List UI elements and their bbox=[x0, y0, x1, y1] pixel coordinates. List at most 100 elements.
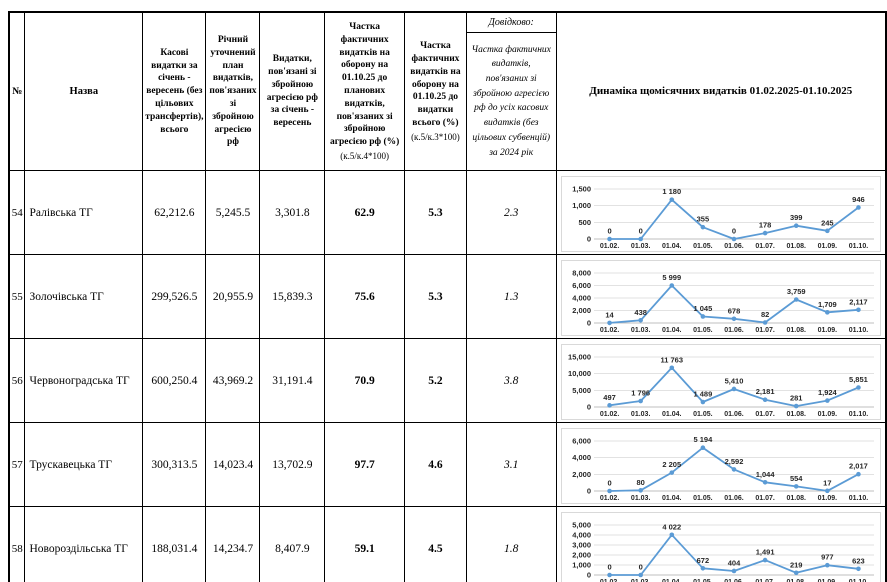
svg-text:01.08.: 01.08. bbox=[786, 495, 806, 502]
defense-expenditures-value: 8,407.9 bbox=[259, 506, 326, 582]
row-number: 56 bbox=[8, 338, 26, 424]
svg-text:01.10.: 01.10. bbox=[848, 495, 868, 502]
svg-text:1,044: 1,044 bbox=[755, 470, 775, 479]
svg-text:1 180: 1 180 bbox=[662, 187, 681, 196]
share-of-plan-value: 75.6 bbox=[324, 254, 405, 340]
hromada-name: Золочівська ТГ bbox=[24, 254, 144, 340]
svg-text:5 999: 5 999 bbox=[662, 273, 681, 282]
table-row: 58 Новороздільська ТГ 188,031.4 14,234.7… bbox=[8, 506, 887, 582]
svg-text:355: 355 bbox=[696, 215, 709, 224]
svg-text:01.03.: 01.03. bbox=[631, 411, 651, 418]
svg-text:0: 0 bbox=[587, 403, 591, 412]
table-row: 54 Ралівська ТГ 62,212.6 5,245.5 3,301.8… bbox=[8, 170, 887, 256]
svg-text:678: 678 bbox=[728, 307, 741, 316]
svg-text:01.07.: 01.07. bbox=[755, 579, 775, 582]
svg-text:4,000: 4,000 bbox=[572, 294, 591, 303]
col-header-cash-expenditures: Касові видатки за січень - вересень (без… bbox=[142, 11, 207, 172]
share-of-total-value: 4.6 bbox=[403, 422, 467, 508]
svg-text:01.08.: 01.08. bbox=[786, 327, 806, 334]
svg-text:01.05.: 01.05. bbox=[693, 495, 713, 502]
svg-text:01.07.: 01.07. bbox=[755, 327, 775, 334]
svg-text:5 194: 5 194 bbox=[693, 435, 713, 444]
svg-text:0: 0 bbox=[587, 235, 591, 244]
share-of-plan-title: Частка фактичних видатків на оборону на … bbox=[329, 21, 400, 148]
svg-text:01.06.: 01.06. bbox=[724, 243, 744, 250]
table-row: 55 Золочівська ТГ 299,526.5 20,955.9 15,… bbox=[8, 254, 887, 340]
monthly-dynamics-line-chart: 0 500 1,000 1,500 0 01.02. 0 01.03. 1 180 01.04. 3… bbox=[560, 176, 881, 253]
col-header-reference: Довідково: Частка фактичних видатків, по… bbox=[465, 11, 557, 172]
svg-text:01.06.: 01.06. bbox=[724, 495, 744, 502]
svg-text:01.08.: 01.08. bbox=[786, 411, 806, 418]
svg-text:500: 500 bbox=[578, 218, 591, 227]
table-row: 56 Червоноградська ТГ 600,250.4 43,969.2… bbox=[8, 338, 887, 424]
svg-text:5,000: 5,000 bbox=[572, 386, 591, 395]
svg-text:2,000: 2,000 bbox=[572, 470, 591, 479]
share-of-plan-value: 70.9 bbox=[324, 338, 405, 424]
hromada-name: Новороздільська ТГ bbox=[24, 506, 144, 582]
svg-text:2,117: 2,117 bbox=[849, 298, 867, 307]
monthly-dynamics-line-chart: 0 2,000 4,000 6,000 8,000 14 01.02. 438 01.03. 5 … bbox=[560, 260, 881, 337]
svg-text:3,759: 3,759 bbox=[787, 287, 806, 296]
svg-text:438: 438 bbox=[634, 308, 647, 317]
svg-text:1 489: 1 489 bbox=[693, 390, 712, 399]
svg-text:01.03.: 01.03. bbox=[631, 495, 651, 502]
svg-text:0: 0 bbox=[607, 563, 611, 572]
svg-text:01.08.: 01.08. bbox=[786, 243, 806, 250]
monthly-dynamics-line-chart: 01,0002,0003,0004,0005,000001.02.001.03.… bbox=[560, 512, 881, 582]
svg-text:1,000: 1,000 bbox=[572, 201, 591, 210]
svg-text:01.02.: 01.02. bbox=[600, 327, 620, 334]
svg-text:0: 0 bbox=[587, 487, 591, 496]
svg-text:0: 0 bbox=[607, 479, 611, 488]
svg-text:399: 399 bbox=[790, 213, 803, 222]
cash-expenditures-value: 188,031.4 bbox=[142, 506, 207, 582]
reference-share-value: 2.3 bbox=[465, 170, 557, 256]
annual-plan-value: 14,234.7 bbox=[205, 506, 261, 582]
svg-text:0: 0 bbox=[638, 563, 642, 572]
svg-text:672: 672 bbox=[696, 556, 709, 565]
svg-text:0: 0 bbox=[587, 319, 591, 328]
svg-text:5,000: 5,000 bbox=[572, 521, 591, 530]
share-of-total-value: 5.2 bbox=[403, 338, 467, 424]
share-of-plan-value: 62.9 bbox=[324, 170, 405, 256]
col-header-num: № bbox=[8, 11, 26, 172]
defense-expenditures-value: 15,839.3 bbox=[259, 254, 326, 340]
cash-expenditures-value: 62,212.6 bbox=[142, 170, 207, 256]
monthly-dynamics-line-chart: 0 2,000 4,000 6,000 0 01.02. 80 01.03. 2 205 01.0… bbox=[560, 428, 881, 505]
svg-text:1,924: 1,924 bbox=[818, 388, 838, 397]
monthly-dynamics-line-chart: 0 5,000 10,000 15,000 497 01.02. 1 796 01.03. 11… bbox=[560, 344, 881, 421]
svg-text:01.09.: 01.09. bbox=[817, 495, 837, 502]
col-header-defense-expenditures: Видатки, пов'язані зі збройною агресією … bbox=[259, 11, 326, 172]
svg-text:01.04.: 01.04. bbox=[662, 495, 682, 502]
col-header-monthly-dynamics: Динаміка щомісячних видатків 01.02.2025-… bbox=[555, 11, 887, 172]
share-of-total-formula: (к.5/к.3*100) bbox=[411, 131, 460, 142]
svg-text:2 205: 2 205 bbox=[662, 460, 681, 469]
svg-text:01.04.: 01.04. bbox=[662, 327, 682, 334]
reference-share-value: 3.8 bbox=[465, 338, 557, 424]
svg-text:623: 623 bbox=[852, 556, 865, 565]
svg-text:01.04.: 01.04. bbox=[662, 579, 682, 582]
svg-text:1,500: 1,500 bbox=[572, 185, 591, 194]
hromada-name: Трускавецька ТГ bbox=[24, 422, 144, 508]
defense-expenditures-value: 3,301.8 bbox=[259, 170, 326, 256]
svg-text:1,000: 1,000 bbox=[572, 561, 591, 570]
svg-text:2,592: 2,592 bbox=[724, 457, 743, 466]
row-number: 54 bbox=[8, 170, 26, 256]
reference-share-value: 1.3 bbox=[465, 254, 557, 340]
defense-expenditures-value: 13,702.9 bbox=[259, 422, 326, 508]
svg-text:977: 977 bbox=[821, 553, 834, 562]
svg-text:01.10.: 01.10. bbox=[848, 243, 868, 250]
svg-text:01.07.: 01.07. bbox=[755, 411, 775, 418]
share-of-total-title: Частка фактичних видатків на оборону на … bbox=[410, 41, 461, 129]
share-of-plan-formula: (к.5/к.4*100) bbox=[340, 151, 389, 162]
share-of-plan-value: 97.7 bbox=[324, 422, 405, 508]
monthly-dynamics-cell: 0 2,000 4,000 6,000 8,000 14 01.02. 438 01.03. 5 … bbox=[555, 254, 887, 340]
monthly-dynamics-cell: 0 500 1,000 1,500 0 01.02. 0 01.03. 1 180 01.04. 3… bbox=[555, 170, 887, 256]
annual-plan-value: 20,955.9 bbox=[205, 254, 261, 340]
svg-text:1 045: 1 045 bbox=[693, 304, 712, 313]
col-header-share-of-plan: Частка фактичних видатків на оборону на … bbox=[324, 11, 405, 172]
defense-expenditures-table: № Назва Касові видатки за січень - верес… bbox=[8, 11, 887, 582]
svg-text:01.09.: 01.09. bbox=[817, 579, 837, 582]
svg-text:80: 80 bbox=[636, 478, 644, 487]
svg-text:1,491: 1,491 bbox=[755, 548, 774, 557]
svg-text:2,000: 2,000 bbox=[572, 551, 591, 560]
